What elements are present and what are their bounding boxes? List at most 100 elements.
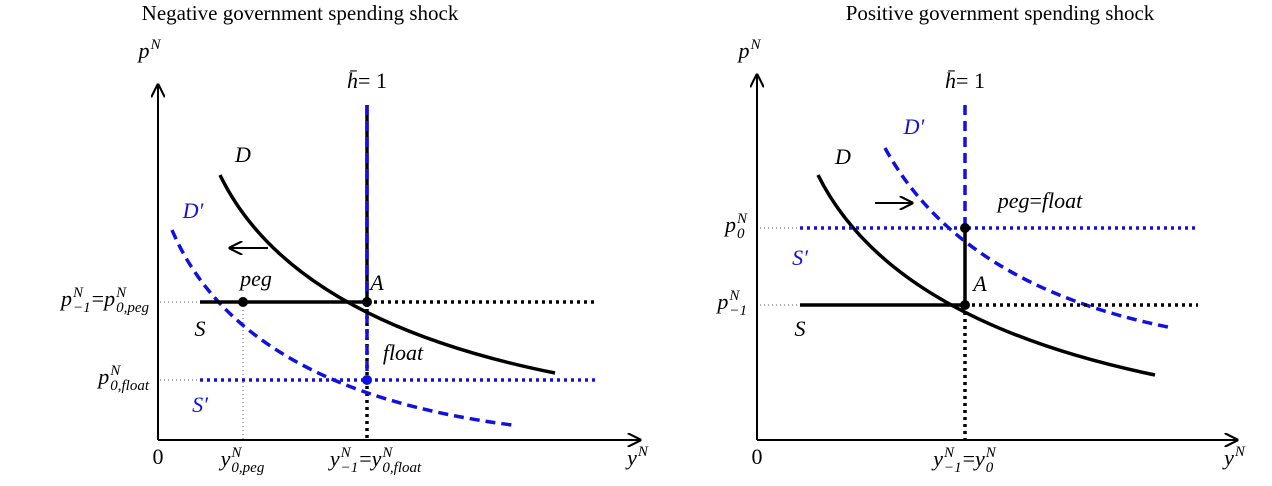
guide-lines: [160, 301, 244, 440]
label-sub: −1: [944, 460, 962, 476]
math-label: y N−1 = y N0: [931, 445, 997, 476]
label-text: p: [736, 38, 749, 63]
math-label: S′: [792, 245, 809, 270]
panel-right: [757, 75, 1237, 440]
label-sup: N: [381, 445, 393, 461]
guide-lines: [760, 227, 800, 306]
math-label: 0: [153, 444, 164, 469]
label-text: D: [834, 144, 851, 169]
label-text: A: [368, 270, 384, 295]
math-label: h̄ = 1: [347, 68, 387, 93]
math-label: S: [795, 316, 806, 341]
label-text: float: [383, 340, 424, 365]
label-text: p: [136, 38, 149, 63]
label-sup: N: [230, 445, 242, 461]
math-label: y N0,peg: [219, 445, 265, 476]
label-text: =: [92, 286, 104, 311]
math-label: h̄ = 1: [945, 68, 985, 93]
label-sup: N: [109, 363, 121, 379]
label-text: p: [102, 286, 115, 311]
label-text: y: [931, 446, 943, 471]
label-sup: N: [943, 445, 955, 461]
label-text: y: [973, 446, 985, 471]
demand-curve: [816, 174, 1156, 377]
math-label: p N−1 = p N0,peg: [59, 285, 149, 316]
label-text: S: [795, 316, 806, 341]
label-sup: N: [985, 445, 997, 461]
label-sup: N: [637, 444, 649, 460]
label-text: =: [359, 446, 371, 471]
label-sup: N: [1234, 444, 1246, 460]
label-text: float: [1042, 188, 1083, 213]
label-text: S′: [192, 392, 209, 417]
label-text: p: [723, 212, 736, 237]
label-text: y: [625, 445, 637, 470]
point-a: [960, 300, 970, 310]
math-label: p N0,float: [96, 363, 150, 394]
label-text: S: [195, 316, 206, 341]
label-sup: N: [149, 37, 161, 53]
label-sub: 0: [986, 460, 994, 476]
label-text: p: [96, 364, 109, 389]
math-label: p N0: [723, 211, 748, 242]
math-label: y N−1 = y N0,float: [328, 445, 422, 476]
panel-title: Positive government spending shock: [846, 1, 1155, 25]
label-text: y: [219, 446, 231, 471]
math-label: D: [834, 144, 851, 169]
label-text: y: [370, 446, 382, 471]
label-text: peg: [996, 188, 1030, 213]
label-sup: N: [749, 37, 761, 53]
label-text: p: [715, 289, 728, 314]
label-text: D: [234, 142, 251, 167]
label-sub: 0,float: [382, 460, 422, 476]
label-text: =: [963, 446, 975, 471]
label-text: D′: [182, 198, 205, 223]
label-sub: 0,peg: [116, 300, 149, 316]
label-sub: −1: [729, 303, 747, 319]
label-text: y: [328, 446, 340, 471]
label-text: 0: [752, 444, 763, 469]
label-sub: 0: [737, 226, 745, 242]
label-text: peg: [238, 266, 272, 291]
label-sub: −1: [73, 300, 91, 316]
label-text: A: [971, 271, 987, 296]
demand-curve-shifted: [170, 229, 513, 427]
point-peg-float: [960, 223, 970, 233]
label-text: D′: [903, 114, 926, 139]
math-label: S′: [192, 392, 209, 417]
label-sub: 0,peg: [231, 460, 264, 476]
label-sup: N: [736, 211, 748, 227]
point-peg: [238, 297, 248, 307]
panel-left: [158, 85, 640, 440]
label-text: h̄: [347, 68, 358, 93]
label-text: h̄: [945, 68, 956, 93]
math-label: D′: [903, 114, 926, 139]
panel-title: Negative government spending shock: [142, 1, 459, 25]
label-sub: 0,float: [110, 378, 150, 394]
math-label: 0: [752, 444, 763, 469]
math-label: A: [368, 270, 384, 295]
label-text: S′: [792, 245, 809, 270]
label-sup: N: [72, 285, 84, 301]
label-sub: −1: [341, 460, 359, 476]
label-sup: N: [115, 285, 127, 301]
label-text: = 1: [956, 68, 985, 93]
math-label: float: [383, 340, 424, 365]
label-text: p: [59, 286, 72, 311]
label-sup: N: [728, 288, 740, 304]
label-text: y: [1222, 445, 1234, 470]
point-float: [362, 375, 372, 385]
math-label: S: [195, 316, 206, 341]
label-sup: N: [340, 445, 352, 461]
math-label: peg: [238, 266, 272, 291]
point-a: [362, 297, 372, 307]
label-text: =: [1030, 188, 1042, 213]
label-text: = 1: [358, 68, 387, 93]
label-text: 0: [153, 444, 164, 469]
math-label: A: [971, 271, 987, 296]
demand-curve: [218, 174, 556, 375]
